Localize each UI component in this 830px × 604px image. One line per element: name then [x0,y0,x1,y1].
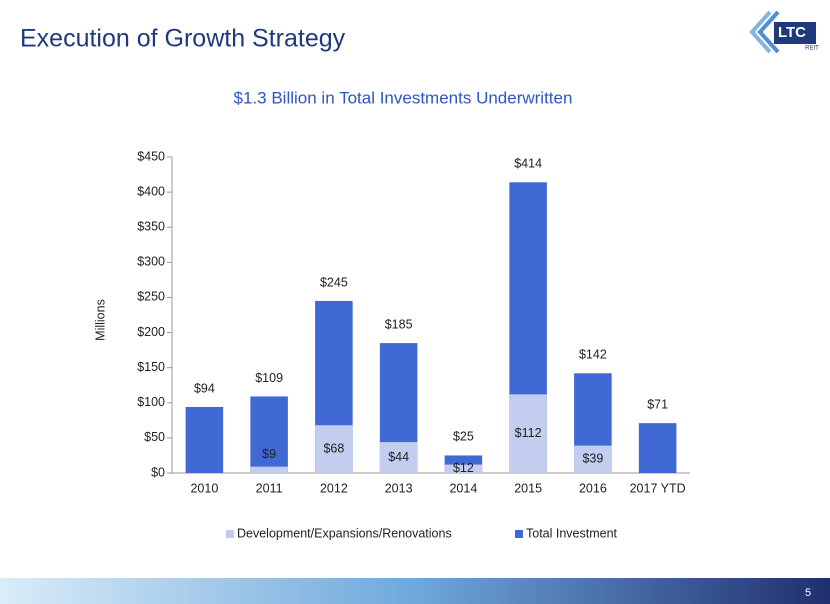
footer-band [0,578,830,604]
x-tick-label: 2015 [514,481,542,495]
bar [185,406,224,473]
value-label: $142 [579,348,607,362]
legend-swatch [515,530,523,538]
value-label: $94 [194,381,215,395]
y-tick-label: $250 [137,290,165,304]
x-tick-label: 2013 [385,481,413,495]
value-label: $109 [255,371,283,385]
value-label: $44 [388,450,409,464]
value-label: $71 [647,397,668,411]
y-axis-label: Millions [93,299,107,341]
bar [574,445,612,473]
x-tick-label: 2010 [190,481,218,495]
value-label: $414 [514,157,542,171]
value-label: $12 [453,461,474,475]
y-tick-label: $200 [137,325,165,339]
y-tick-label: $450 [137,149,165,163]
slide-title: Execution of Growth Strategy [20,25,346,53]
value-label: $245 [320,275,348,289]
page-number: 5 [805,587,811,599]
x-tick-label: 2017 YTD [630,481,686,495]
legend-label: Total Investment [526,526,618,540]
y-tick-label: $100 [137,395,165,409]
bar [379,442,418,473]
legend-swatch [226,530,234,538]
value-label: $68 [323,441,344,455]
bar [250,396,288,473]
logo: LTC REIT [749,10,819,54]
bar [315,425,353,473]
value-label: $9 [262,447,276,461]
value-label: $112 [515,426,542,440]
value-label: $185 [385,317,413,331]
y-tick-label: $0 [151,465,165,479]
value-label: $39 [582,452,603,466]
logo-text: LTC [778,24,806,41]
y-tick-label: $150 [137,360,165,374]
legend-label: Development/Expansions/Renovations [237,526,452,540]
y-tick-label: $350 [137,220,165,234]
y-tick-label: $300 [137,255,165,269]
chart-title: $1.3 Billion in Total Investments Underw… [234,88,573,107]
x-tick-label: 2012 [320,481,348,495]
bar [444,464,483,473]
logo-subtext: REIT [805,46,819,52]
value-label: $25 [453,430,474,444]
y-tick-label: $50 [144,430,165,444]
x-tick-label: 2014 [449,481,477,495]
y-tick-label: $400 [137,184,165,198]
bar [509,394,547,473]
x-tick-label: 2011 [256,481,283,495]
x-tick-label: 2016 [579,481,607,495]
bar [638,423,677,473]
bar [250,466,288,473]
